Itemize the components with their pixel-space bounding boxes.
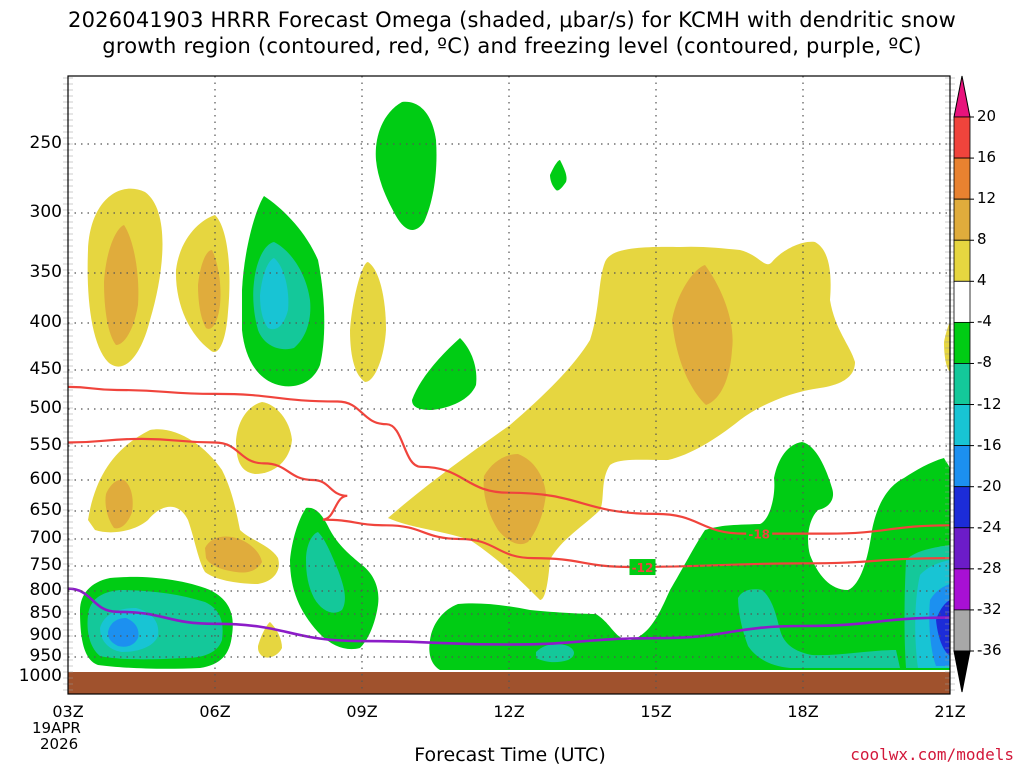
colorbar-tick-label: 16 [977, 148, 997, 167]
dgz-contours [68, 385, 950, 569]
plot-frame [67, 75, 951, 695]
y-tick-label: 600 [29, 469, 62, 489]
y-tick-label: 1000 [18, 666, 62, 686]
colorbar-tick-label: -16 [977, 435, 1002, 454]
x-tick-label: 21Z [934, 702, 966, 721]
colorbar-segment [953, 568, 971, 611]
colorbar-tick-label: 4 [977, 271, 987, 290]
colorbar-tick-label: -28 [977, 558, 1002, 577]
x-tick-label: 03Z [52, 702, 84, 721]
omega-ascent-core [672, 265, 733, 405]
colorbar-segment [953, 321, 971, 364]
colorbar-segment [953, 609, 971, 652]
colorbar-segment [953, 116, 971, 159]
omega-descent-region [429, 442, 950, 670]
credit-link[interactable]: coolwx.com/models [850, 745, 1014, 764]
dgz-contour-labels: -18 -12 [629, 525, 773, 576]
omega-descent-region [375, 101, 437, 230]
y-tick-label: 700 [29, 528, 62, 548]
dgz-contour-line [68, 385, 950, 535]
y-tick-label: 650 [29, 500, 62, 520]
omega-ascent-region [236, 402, 292, 474]
colorbar-segment [953, 527, 971, 570]
colorbar-segment [953, 239, 971, 282]
y-tick-label: 850 [29, 603, 62, 623]
omega-descent-core [536, 644, 574, 663]
colorbar-tick-label: 12 [977, 189, 997, 208]
date-label-day: 19APR [32, 719, 81, 737]
colorbar-segment [953, 445, 971, 488]
colorbar-tick-label: -4 [977, 312, 992, 331]
omega-descent-core [260, 258, 289, 330]
colorbar-tick-label: -24 [977, 517, 1002, 536]
omega-ascent-region [944, 322, 950, 372]
colorbar-bottom-arrow [953, 650, 971, 693]
date-label-year: 2026 [40, 735, 79, 753]
omega-ascent-core [198, 250, 221, 329]
y-tick-label: 550 [29, 435, 62, 455]
y-tick-label: 950 [29, 646, 62, 666]
colorbar-tick-label: 20 [977, 107, 997, 125]
colorbar-tick-label: -8 [977, 353, 992, 372]
x-tick-label: 18Z [787, 702, 819, 721]
omega-descent-region [412, 338, 477, 410]
dgz-label-bg [629, 559, 656, 576]
colorbar-segment [953, 280, 971, 323]
y-tick-label: 450 [29, 359, 62, 379]
chart-title-line-2: growth region (contoured, red, ºC) and f… [102, 34, 922, 58]
colorbar-tick-label: -36 [977, 641, 1002, 659]
y-tick-label: 750 [29, 555, 62, 575]
omega-ascent-core [483, 454, 546, 545]
omega-ascent-core [104, 225, 139, 345]
colorbar-segment [953, 198, 971, 241]
ground-below-surface [68, 672, 950, 694]
freezing-level-line [68, 587, 950, 646]
x-tick-label: 06Z [199, 702, 231, 721]
colorbar-segment [953, 404, 971, 447]
dgz-contour-label: -18 [748, 528, 770, 542]
y-tick-label: 300 [29, 202, 62, 222]
colorbar-tick-label: 8 [977, 230, 987, 249]
omega-ascent-core [105, 479, 133, 529]
omega-descent-region [550, 160, 567, 191]
y-tick-label: 250 [29, 133, 62, 153]
y-tick-label: 500 [29, 398, 62, 418]
colorbar-segment [953, 363, 971, 405]
omega-descent-core [738, 589, 900, 668]
omega-descent-core [108, 618, 139, 647]
freezing-level-contours [68, 587, 950, 646]
y-tick-label: 350 [29, 262, 62, 282]
gridlines [63, 76, 955, 694]
colorbar [953, 75, 974, 693]
colorbar-tick-label: -32 [977, 599, 1002, 618]
x-axis-label: Forecast Time (UTC) [414, 744, 606, 766]
omega-ascent-core [205, 536, 262, 573]
colorbar-segment [953, 157, 971, 200]
y-tick-label: 800 [29, 580, 62, 600]
dgz-contour-line [68, 437, 950, 569]
chart-title-line-1: 2026041903 HRRR Forecast Omega (shaded, … [68, 8, 956, 32]
colorbar-tick-label: -12 [977, 394, 1002, 413]
y-tick-label: 900 [29, 625, 62, 645]
colorbar-tick-label: -20 [977, 476, 1002, 495]
colorbar-top-arrow [953, 75, 971, 118]
x-tick-label: 15Z [640, 702, 672, 721]
omega-descent-core [306, 532, 345, 613]
omega-ascent-region [350, 262, 386, 382]
colorbar-segment [953, 486, 971, 529]
dgz-label-bg [746, 525, 773, 542]
dgz-contour-label: -12 [632, 561, 654, 575]
x-tick-label: 12Z [493, 702, 525, 721]
y-tick-label: 400 [29, 312, 62, 332]
x-tick-label: 09Z [346, 702, 378, 721]
